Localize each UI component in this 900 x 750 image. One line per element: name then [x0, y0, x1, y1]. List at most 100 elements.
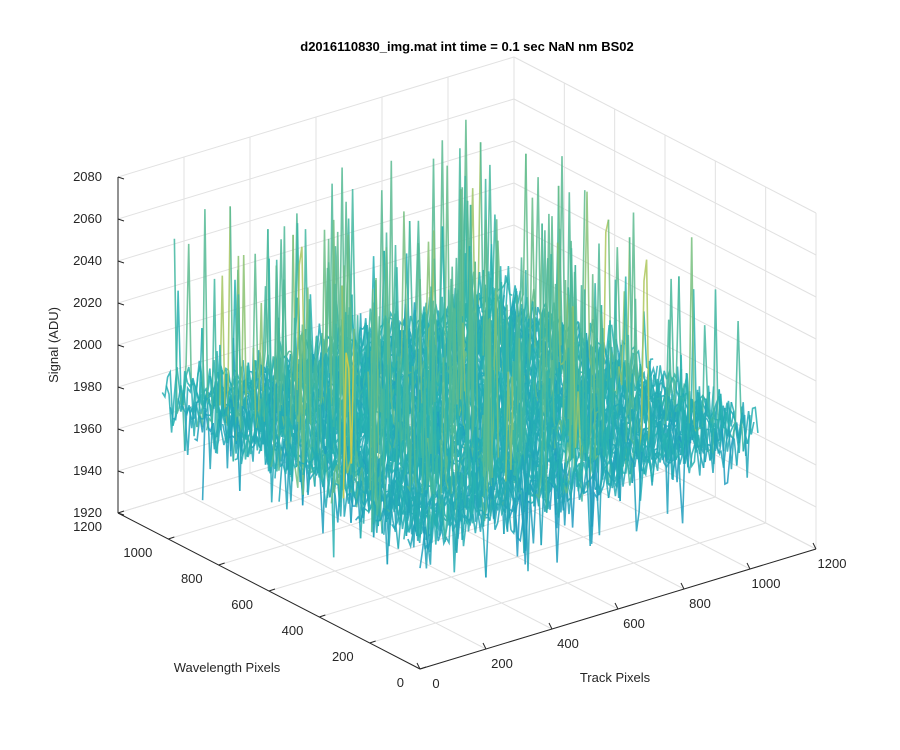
surface-line	[674, 392, 687, 413]
surface-line	[474, 426, 487, 578]
surface-line	[698, 411, 711, 461]
surface-line	[626, 380, 639, 486]
x-tick	[614, 602, 619, 610]
x-tick-label: 0	[432, 676, 439, 691]
surface-line	[594, 469, 607, 495]
grid-line	[513, 98, 817, 256]
grid-line	[117, 140, 515, 262]
surface-line	[662, 432, 675, 460]
surface-line	[378, 388, 391, 513]
surface-line	[598, 459, 611, 492]
y-tick	[268, 588, 276, 592]
y-tick	[319, 614, 326, 618]
surface-line	[323, 447, 335, 464]
y-tick	[168, 536, 175, 540]
surface-line	[656, 420, 669, 464]
surface-line	[746, 406, 759, 444]
surface-line	[342, 328, 355, 499]
surface-line	[714, 431, 727, 468]
surface-line	[584, 452, 597, 547]
surface-line	[408, 494, 421, 519]
surface-line	[535, 359, 548, 395]
surface-line	[636, 380, 650, 501]
surface-line	[330, 285, 343, 504]
surface-line	[350, 486, 363, 506]
surface-line	[619, 446, 632, 474]
y-tick	[218, 562, 225, 566]
x-tick	[680, 582, 685, 590]
surface-line	[535, 336, 548, 513]
surface-line	[651, 432, 664, 482]
surface-line	[665, 278, 678, 421]
surface-line	[194, 413, 206, 442]
x-tick	[548, 622, 553, 630]
surface-line	[436, 454, 449, 542]
surface-line	[454, 440, 467, 475]
surface-line	[169, 385, 182, 421]
surface-line	[329, 474, 342, 523]
grid-line	[513, 224, 817, 382]
surface-line	[434, 479, 447, 496]
z-tick	[117, 302, 125, 306]
surface-line	[383, 440, 396, 468]
grid-line	[369, 522, 766, 644]
z-axis-label: Signal (ADU)	[46, 307, 61, 383]
surface-line	[524, 477, 537, 505]
x-tick-label: 600	[623, 616, 645, 631]
surface-line	[514, 456, 526, 490]
surface-line	[559, 462, 571, 503]
surface-line	[260, 390, 273, 451]
surface-line	[707, 289, 719, 455]
surface-line	[450, 482, 463, 573]
y-tick-label: 200	[332, 649, 354, 664]
grid-line	[117, 98, 515, 220]
surface-line	[411, 458, 424, 541]
z-tick-label: 2080	[73, 169, 102, 184]
surface-line	[252, 302, 265, 429]
y-tick-label: 1200	[73, 519, 102, 534]
surface-line	[671, 439, 684, 465]
surface-line	[381, 461, 394, 492]
x-axis-label: Track Pixels	[580, 670, 651, 685]
surface-line	[594, 420, 607, 460]
z-tick	[117, 344, 125, 348]
z-tick	[117, 512, 125, 516]
x-tick	[812, 542, 817, 550]
surface-line	[630, 451, 643, 532]
surface-line	[208, 351, 221, 450]
surface-line	[278, 438, 291, 502]
y-tick	[419, 666, 427, 670]
z-tick	[117, 176, 125, 180]
x-tick	[482, 642, 487, 650]
surface-line	[419, 526, 432, 569]
y-tick	[369, 640, 376, 644]
grid-line	[117, 266, 515, 388]
surface-line	[440, 493, 453, 547]
surface-line	[213, 344, 226, 454]
surface-line	[351, 454, 364, 491]
surface-line	[421, 387, 434, 505]
surface-line	[493, 488, 506, 517]
surface-line	[725, 429, 738, 466]
surface-line	[322, 451, 335, 508]
surface-line	[503, 470, 516, 535]
surface-line	[615, 428, 628, 488]
surface-line	[542, 468, 555, 510]
z-tick	[117, 428, 125, 432]
z-tick	[117, 218, 125, 222]
surface-line	[338, 465, 351, 507]
surface-line	[429, 493, 442, 545]
surface-line	[192, 386, 205, 410]
surface-line	[704, 431, 717, 473]
surface-line	[294, 328, 307, 495]
surface-line	[736, 412, 749, 466]
surface-line	[185, 402, 198, 429]
surface-line	[556, 457, 569, 492]
surface-line	[197, 381, 210, 420]
surface-line	[520, 486, 533, 513]
surface-line	[482, 489, 495, 527]
surface-line	[742, 411, 755, 452]
surface-line	[326, 454, 339, 499]
surface-line	[608, 404, 621, 423]
y-tick-label: 600	[231, 597, 253, 612]
